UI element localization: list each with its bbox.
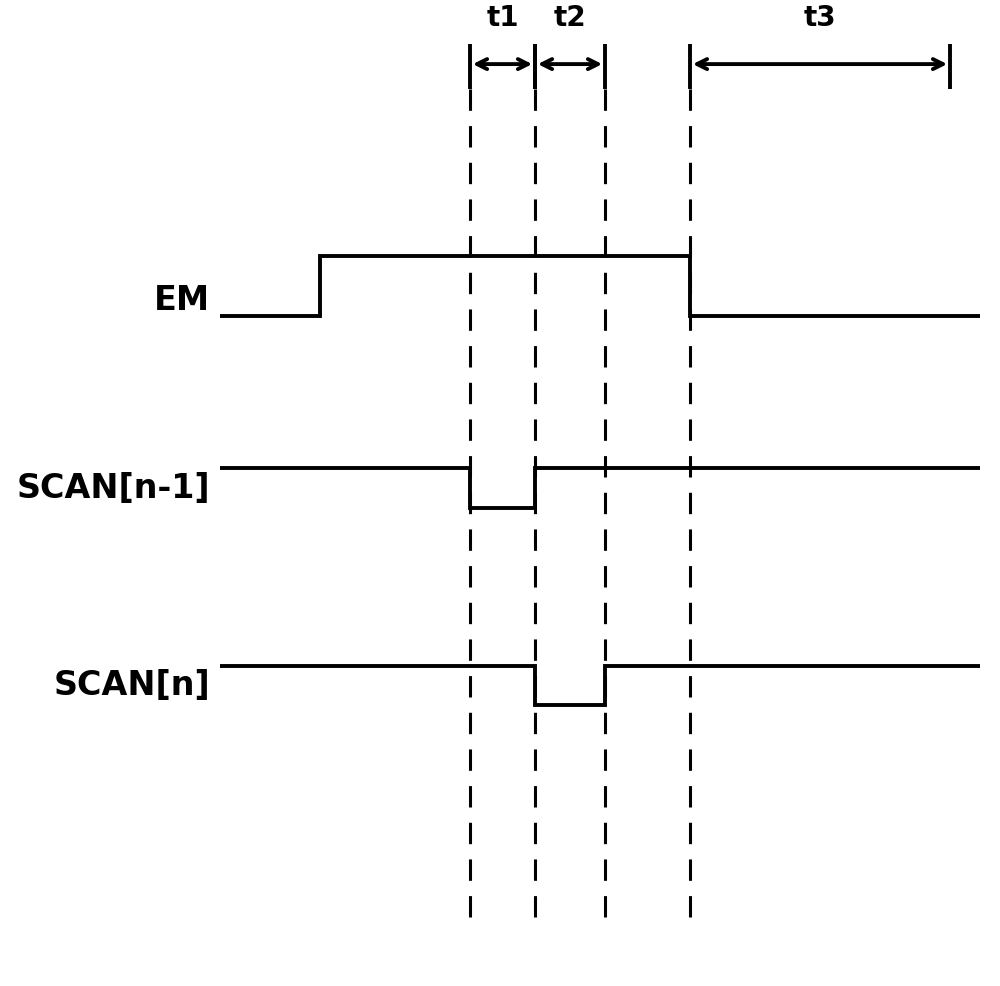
Text: t1: t1 [486,4,519,32]
Text: t3: t3 [804,4,836,32]
Text: SCAN[n-1]: SCAN[n-1] [16,471,210,505]
Text: EM: EM [154,284,210,317]
Text: t2: t2 [554,4,586,32]
Text: SCAN[n]: SCAN[n] [53,669,210,702]
